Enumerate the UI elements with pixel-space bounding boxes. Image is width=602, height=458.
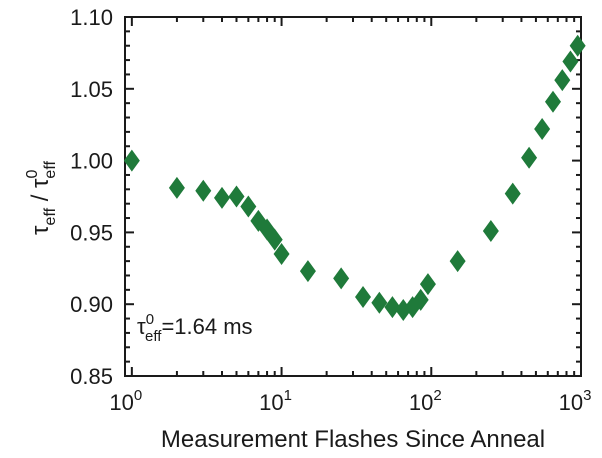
data-point bbox=[333, 267, 350, 290]
x-tick-base: 10 bbox=[409, 390, 433, 415]
x-tick-label: 100 bbox=[109, 387, 142, 415]
data-point bbox=[569, 34, 586, 57]
ticks-layer bbox=[125, 16, 582, 377]
y-label-tau-2: τ bbox=[27, 178, 54, 188]
y-tick-label: 1.00 bbox=[70, 149, 113, 174]
x-tick-label: 103 bbox=[559, 387, 592, 415]
y-tick-label: 0.90 bbox=[70, 292, 113, 317]
x-tick-label: 101 bbox=[259, 387, 292, 415]
annot-rest: =1.64 ms bbox=[161, 314, 252, 339]
annot-sub: eff bbox=[145, 328, 162, 345]
x-tick-base: 10 bbox=[559, 390, 583, 415]
y-label-zero-sup: 0 bbox=[24, 169, 41, 178]
data-point bbox=[123, 149, 140, 172]
y-label-eff-sub: eff bbox=[42, 207, 59, 225]
data-point bbox=[412, 288, 429, 311]
annot-sup: 0 bbox=[146, 311, 154, 328]
data-point bbox=[554, 69, 571, 92]
x-tick-base: 10 bbox=[259, 390, 283, 415]
y-axis-label: τeff / τ0eff bbox=[24, 161, 59, 235]
data-point bbox=[544, 90, 561, 113]
x-tick-base: 10 bbox=[109, 390, 133, 415]
y-tick-label: 1.10 bbox=[70, 5, 113, 30]
x-tick-exponent: 2 bbox=[433, 387, 441, 404]
x-tick-exponent: 3 bbox=[583, 387, 591, 404]
data-point bbox=[482, 219, 499, 242]
data-point bbox=[384, 296, 401, 319]
data-point bbox=[240, 195, 257, 218]
data-point bbox=[168, 176, 185, 199]
data-point bbox=[521, 146, 538, 169]
x-tick-exponent: 0 bbox=[134, 387, 142, 404]
y-tick-label: 0.85 bbox=[70, 364, 113, 389]
data-point bbox=[534, 118, 551, 141]
data-point bbox=[213, 186, 230, 209]
y-label-slash: / bbox=[27, 188, 54, 208]
data-point bbox=[273, 242, 290, 265]
y-label-eff-sub-2: eff bbox=[42, 161, 59, 179]
data-point bbox=[562, 50, 579, 73]
data-point bbox=[195, 179, 212, 202]
y-label-tau: τ bbox=[27, 225, 54, 235]
x-tick-exponent: 1 bbox=[284, 387, 292, 404]
data-point bbox=[371, 291, 388, 314]
data-point bbox=[299, 260, 316, 283]
points-layer bbox=[123, 34, 586, 321]
data-point bbox=[266, 228, 283, 251]
x-axis-label: Measurement Flashes Since Anneal bbox=[161, 426, 545, 453]
data-point bbox=[228, 185, 245, 208]
y-tick-label: 0.95 bbox=[70, 220, 113, 245]
annot-tau: τ bbox=[137, 314, 146, 339]
data-point bbox=[504, 182, 521, 205]
x-tick-label: 102 bbox=[409, 387, 442, 415]
tau0-annotation: τ0 eff=1.64 ms bbox=[137, 311, 253, 345]
data-point bbox=[449, 250, 466, 273]
data-point bbox=[419, 273, 436, 296]
y-tick-label: 1.05 bbox=[70, 77, 113, 102]
y-tick-labels: 0.85 0.90 0.95 1.00 1.05 1.10 bbox=[70, 5, 113, 389]
x-tick-labels: 100 101 102 103 bbox=[109, 387, 591, 415]
data-point bbox=[355, 286, 372, 309]
